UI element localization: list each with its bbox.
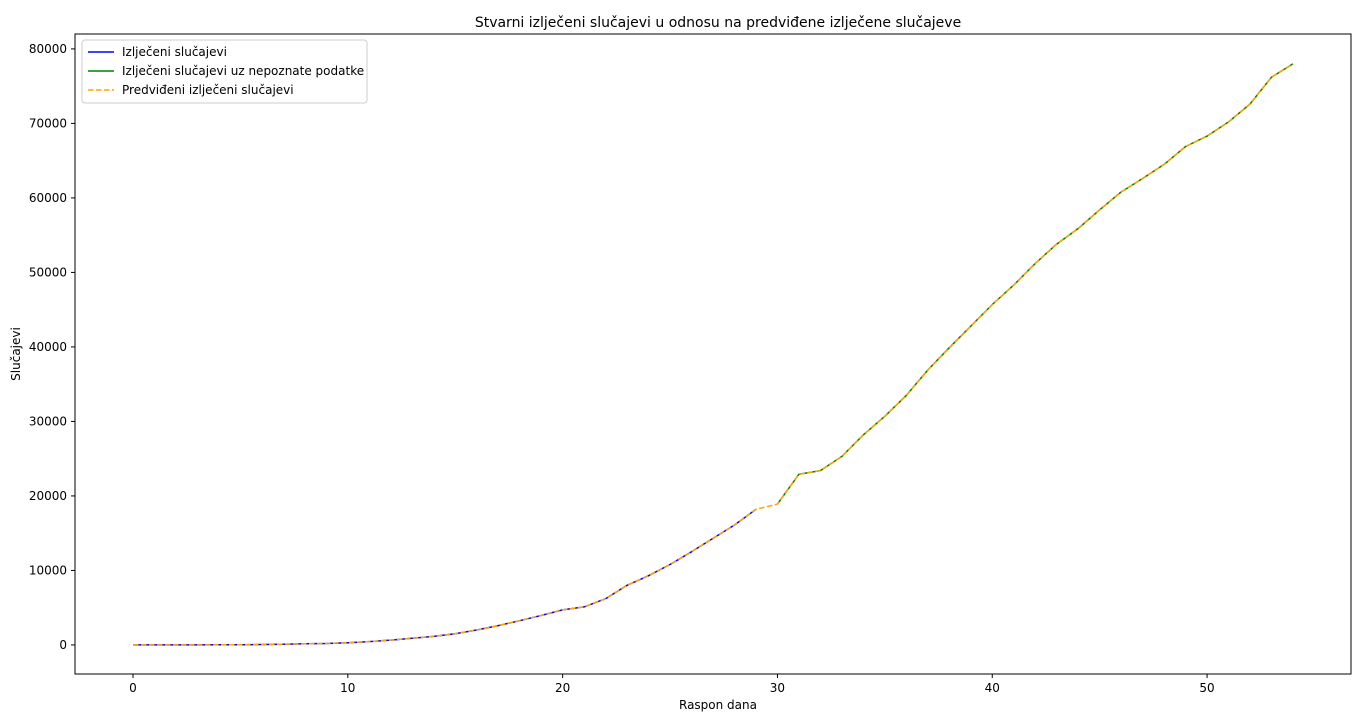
legend-box: [81, 39, 368, 104]
legend-label-3: Predviđeni izlječeni slučajevi: [122, 83, 294, 97]
y-tick-label: 30000: [29, 414, 67, 428]
y-tick-label: 20000: [29, 489, 67, 503]
legend-label-1: Izlječeni slučajevi: [122, 45, 227, 59]
y-tick-label: 70000: [29, 116, 67, 130]
x-tick-label: 10: [340, 681, 355, 695]
x-tick-label: 30: [770, 681, 785, 695]
y-tick-label: 10000: [29, 563, 67, 577]
y-tick-label: 40000: [29, 340, 67, 354]
legend: Izlječeni slučajevi Izlječeni slučajevi u…: [81, 39, 368, 104]
y-axis-title: Slučajevi: [9, 327, 23, 381]
x-axis: 0 10 20 30 40 50: [129, 674, 1215, 695]
x-tick-label: 20: [555, 681, 570, 695]
x-axis-title: Raspon dana: [679, 698, 757, 712]
y-tick-label: 80000: [29, 42, 67, 56]
chart-title: Stvarni izlječeni slučajevi u odnosu na …: [475, 15, 961, 31]
plot-area: [74, 33, 1352, 675]
series-line-3: [133, 63, 1294, 646]
y-tick-label: 50000: [29, 265, 67, 279]
series-lines: [133, 63, 1294, 646]
y-tick-label: 0: [59, 638, 67, 652]
legend-label-2: Izlječeni slučajevi uz nepoznate podatke: [122, 64, 364, 78]
y-axis: 0 10000 20000 30000 40000 50000 60000 70000 8000…: [29, 42, 75, 652]
x-tick-label: 50: [1199, 681, 1214, 695]
y-tick-label: 60000: [29, 191, 67, 205]
x-tick-label: 40: [985, 681, 1000, 695]
x-tick-label: 0: [129, 681, 137, 695]
